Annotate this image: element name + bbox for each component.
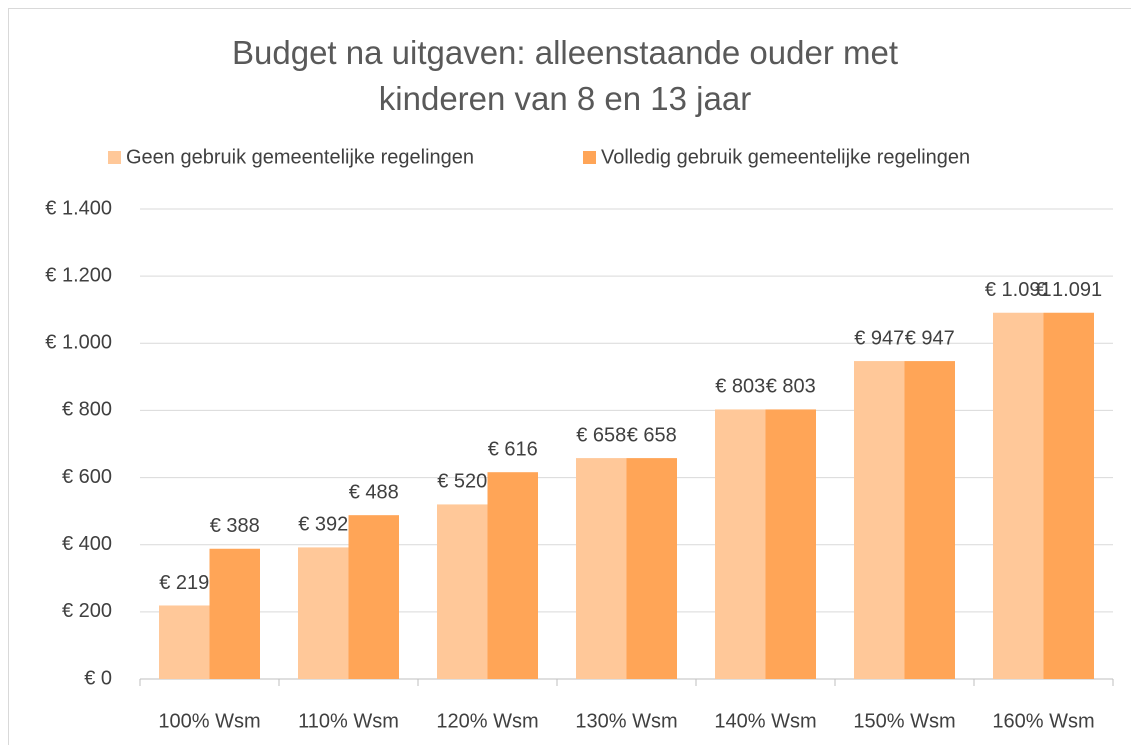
legend-swatch: [583, 151, 596, 164]
data-label: € 1.091: [1035, 279, 1102, 301]
legend-label: Geen gebruik gemeentelijke regelingen: [126, 146, 474, 168]
data-label: € 803: [715, 376, 765, 398]
data-label: € 1.091: [985, 279, 1052, 301]
x-tick-label: 100% Wsm: [158, 710, 260, 732]
x-tick-label: 130% Wsm: [575, 710, 677, 732]
data-label: € 658: [627, 424, 677, 446]
data-label: € 803: [766, 376, 816, 398]
y-tick-label: € 400: [62, 533, 112, 555]
bar: [1043, 312, 1094, 679]
bar: [298, 547, 349, 679]
data-label: € 219: [159, 572, 209, 594]
data-label: € 388: [210, 515, 260, 537]
bar: [437, 504, 488, 679]
bar: [993, 312, 1044, 679]
y-tick-label: € 200: [62, 600, 112, 622]
chart-frame: [8, 8, 1131, 745]
y-tick-label: € 800: [62, 399, 112, 421]
y-tick-label: € 1.000: [45, 332, 112, 354]
data-label: € 488: [349, 481, 399, 503]
bar: [715, 409, 766, 679]
y-tick-label: € 0: [84, 667, 112, 689]
bar: [159, 605, 210, 679]
chart-title: Budget na uitgaven: alleenstaande ouder …: [232, 34, 898, 117]
bar: [904, 361, 955, 679]
y-tick-label: € 600: [62, 466, 112, 488]
data-label: € 658: [576, 424, 626, 446]
x-tick-label: 150% Wsm: [853, 710, 955, 732]
x-tick-label: 140% Wsm: [714, 710, 816, 732]
x-tick-label: 110% Wsm: [298, 710, 399, 732]
bar: [576, 458, 627, 679]
data-label: € 947: [905, 327, 955, 349]
x-tick-label: 120% Wsm: [436, 710, 538, 732]
legend-swatch: [108, 151, 121, 164]
bar: [487, 472, 538, 679]
bar: [626, 458, 677, 679]
data-label: € 520: [437, 471, 487, 493]
y-tick-label: € 1.400: [45, 197, 112, 219]
bar: [209, 548, 260, 679]
y-tick-label: € 1.200: [45, 264, 112, 286]
bar: [348, 515, 399, 679]
bar: [765, 409, 816, 679]
data-label: € 616: [488, 438, 538, 460]
legend-label: Volledig gebruik gemeentelijke regelinge…: [601, 146, 970, 168]
data-label: € 392: [298, 514, 348, 536]
data-label: € 947: [854, 327, 904, 349]
x-tick-label: 160% Wsm: [992, 710, 1094, 732]
bar: [854, 361, 905, 679]
